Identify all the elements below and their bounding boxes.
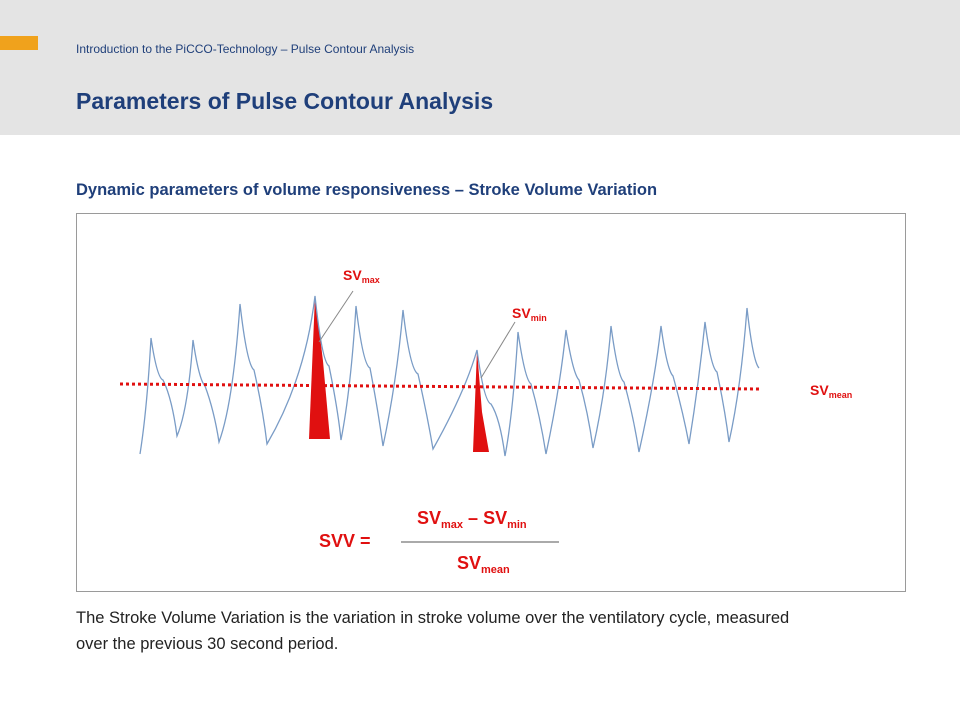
description-text: The Stroke Volume Variation is the varia… [76, 605, 960, 657]
den-main: SV [457, 553, 481, 573]
sv-min-area [473, 350, 489, 452]
num-b-main: SV [483, 508, 507, 528]
description-line-2: over the previous 30 second period. [76, 635, 339, 653]
sv-min-label: SVmin [512, 305, 547, 323]
svv-diagram: SVmax SVmin SVmean SVV = SVmax – SVmin S… [76, 213, 906, 592]
sv-mean-label-main: SV [810, 382, 829, 398]
sv-mean-label: SVmean [810, 382, 852, 400]
header-accent-bar [0, 36, 38, 50]
sv-max-label-main: SV [343, 267, 362, 283]
sv-mean-line [119, 382, 761, 391]
waveform-svg: SVmax SVmin SVmean SVV = SVmax – SVmin S… [119, 267, 852, 576]
slide-subtitle: Introduction to the PiCCO-Technology – P… [76, 42, 415, 56]
num-minus: – [463, 508, 483, 528]
description-line-1: The Stroke Volume Variation is the varia… [76, 609, 790, 627]
svv-formula-numerator: SVmax – SVmin [417, 508, 527, 531]
sv-mean-label-sub: mean [829, 390, 853, 400]
svv-formula-lhs: SVV = [319, 531, 371, 551]
sv-max-pointer [318, 290, 354, 343]
section-heading: Dynamic parameters of volume responsiven… [76, 181, 658, 199]
sv-min-label-main: SV [512, 305, 531, 321]
slide-header: Introduction to the PiCCO-Technology – P… [0, 0, 960, 135]
svv-formula-denominator: SVmean [457, 553, 510, 576]
num-a-sub: max [441, 519, 464, 531]
den-sub: mean [481, 564, 510, 576]
sv-max-label-sub: max [362, 275, 380, 285]
num-b-sub: min [507, 519, 527, 531]
num-a-main: SV [417, 508, 441, 528]
sv-max-label: SVmax [343, 267, 380, 285]
sv-min-label-sub: min [531, 313, 547, 323]
sv-min-pointer [480, 321, 516, 379]
arterial-waveform [139, 295, 760, 457]
sv-max-area [309, 296, 330, 439]
slide-title: Parameters of Pulse Contour Analysis [76, 88, 494, 114]
